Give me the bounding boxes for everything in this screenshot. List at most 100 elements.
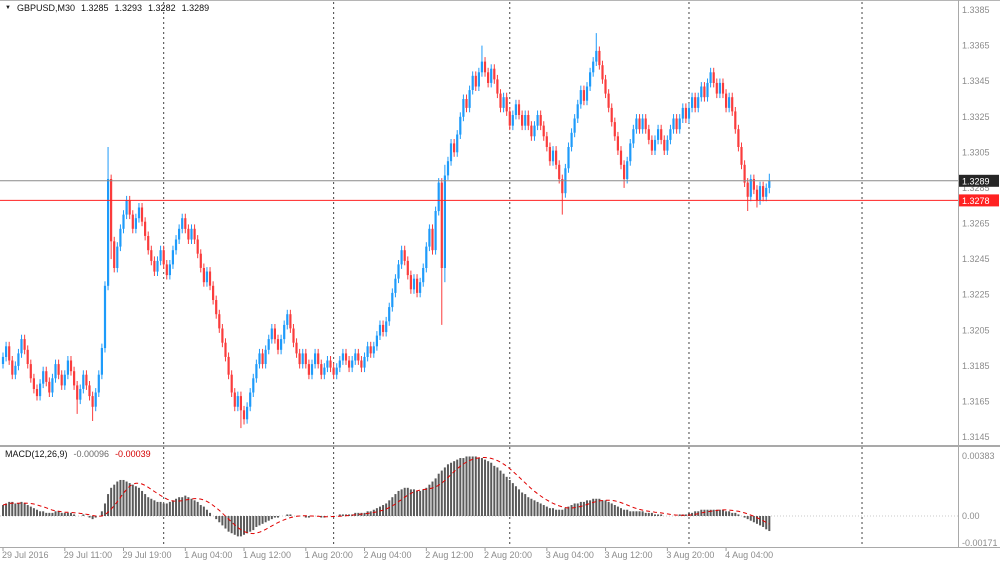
candle-body — [419, 282, 422, 293]
candle-body — [54, 364, 57, 379]
candle-body — [116, 246, 119, 268]
price-tick-label: 1.3385 — [962, 5, 990, 15]
candle-body — [487, 72, 490, 83]
time-axis[interactable]: 29 Jul 2016 29 Jul 11:00 29 Jul 19:00 1 Aug… — [2, 548, 773, 560]
candle-body — [626, 161, 629, 179]
price-axis[interactable]: 1.33851.33651.33451.33251.33051.32851.32… — [962, 5, 990, 442]
candle-body — [307, 364, 310, 375]
candle-body — [416, 278, 419, 293]
candle-body — [558, 164, 561, 179]
candle-body — [264, 349, 267, 364]
candle-body — [351, 360, 354, 368]
candle-body — [150, 250, 153, 261]
time-axis-label: 3 Aug 04:00 — [546, 550, 594, 560]
candle-body — [595, 50, 598, 62]
candle-body — [721, 82, 725, 94]
candle-body — [403, 250, 406, 261]
candle-body — [647, 129, 650, 140]
candle-body — [218, 314, 221, 329]
candle-body — [573, 118, 576, 133]
candle-body — [758, 186, 762, 201]
candle-body — [159, 250, 162, 261]
candle-body — [749, 179, 752, 197]
candle-body — [45, 371, 48, 382]
candle-body — [610, 107, 613, 123]
candle-body — [731, 97, 734, 112]
candle-body — [122, 214, 125, 229]
candle-body — [11, 360, 14, 375]
price-tick-label: 1.3225 — [962, 290, 990, 300]
candle-body — [289, 314, 292, 329]
candle-body — [521, 115, 524, 126]
candle-body — [718, 82, 721, 94]
candle-body — [29, 364, 32, 379]
candle-body — [653, 139, 657, 151]
candle-body — [134, 218, 137, 229]
svg-text:1.3289: 1.3289 — [962, 176, 990, 186]
candle-body — [320, 364, 323, 375]
candle-body — [208, 271, 212, 286]
candle-body — [388, 307, 391, 322]
candle-body — [697, 97, 700, 108]
candle-body — [236, 396, 239, 407]
candle-body — [88, 385, 91, 397]
candle-body — [681, 107, 684, 119]
candle-body — [493, 68, 496, 80]
candle-body — [292, 328, 295, 343]
candle-body — [400, 250, 403, 265]
candle-body — [382, 324, 385, 332]
candle-body — [42, 371, 45, 384]
dropdown-triangle-icon[interactable]: ▼ — [5, 5, 11, 11]
candle-body — [239, 396, 242, 411]
candle-body — [505, 97, 508, 112]
candle-body — [178, 228, 181, 240]
candle-body — [570, 132, 573, 147]
candle-body — [252, 378, 255, 393]
candle-body — [666, 139, 669, 151]
candle-body — [196, 239, 199, 254]
candle-body — [187, 228, 190, 240]
indicator-label: MACD(12,26,9) — [5, 449, 68, 459]
candle-body — [20, 339, 23, 354]
candle-body — [533, 125, 536, 137]
ohlc-close: 1.3289 — [181, 3, 210, 13]
candle-body — [26, 349, 29, 364]
candle-body — [508, 111, 511, 126]
candle-body — [672, 118, 675, 130]
candle-body — [215, 300, 218, 315]
candle-body — [428, 228, 431, 247]
candle-body — [39, 383, 42, 397]
candle-body — [691, 97, 694, 108]
candle-body — [221, 328, 224, 343]
candle-body — [496, 79, 499, 94]
candle-body — [190, 228, 193, 240]
price-tick-label: 1.3365 — [962, 41, 990, 51]
candle-body — [548, 147, 551, 162]
candle-body — [499, 93, 502, 108]
pane-divider[interactable] — [0, 445, 1000, 447]
candle-body — [657, 129, 660, 140]
candle-body — [310, 364, 314, 375]
candle-body — [715, 82, 718, 94]
candle-body — [669, 129, 672, 140]
candle-body — [582, 90, 585, 101]
candle-body — [431, 228, 434, 251]
candle-body — [684, 107, 687, 119]
candle-body — [363, 356, 366, 368]
candle-body — [162, 250, 165, 265]
candle-body — [536, 115, 539, 126]
candle-body — [440, 182, 443, 268]
candle-body — [687, 107, 691, 119]
candle-body — [273, 328, 276, 340]
candle-body — [119, 228, 122, 247]
candle-body — [589, 72, 592, 87]
candle-body — [5, 346, 8, 357]
price-tick-label: 1.3205 — [962, 325, 990, 335]
candle-body — [477, 72, 480, 87]
candle-body — [317, 353, 320, 365]
candle-body — [728, 97, 731, 108]
candle-body — [474, 75, 477, 87]
candle-body — [224, 342, 227, 357]
